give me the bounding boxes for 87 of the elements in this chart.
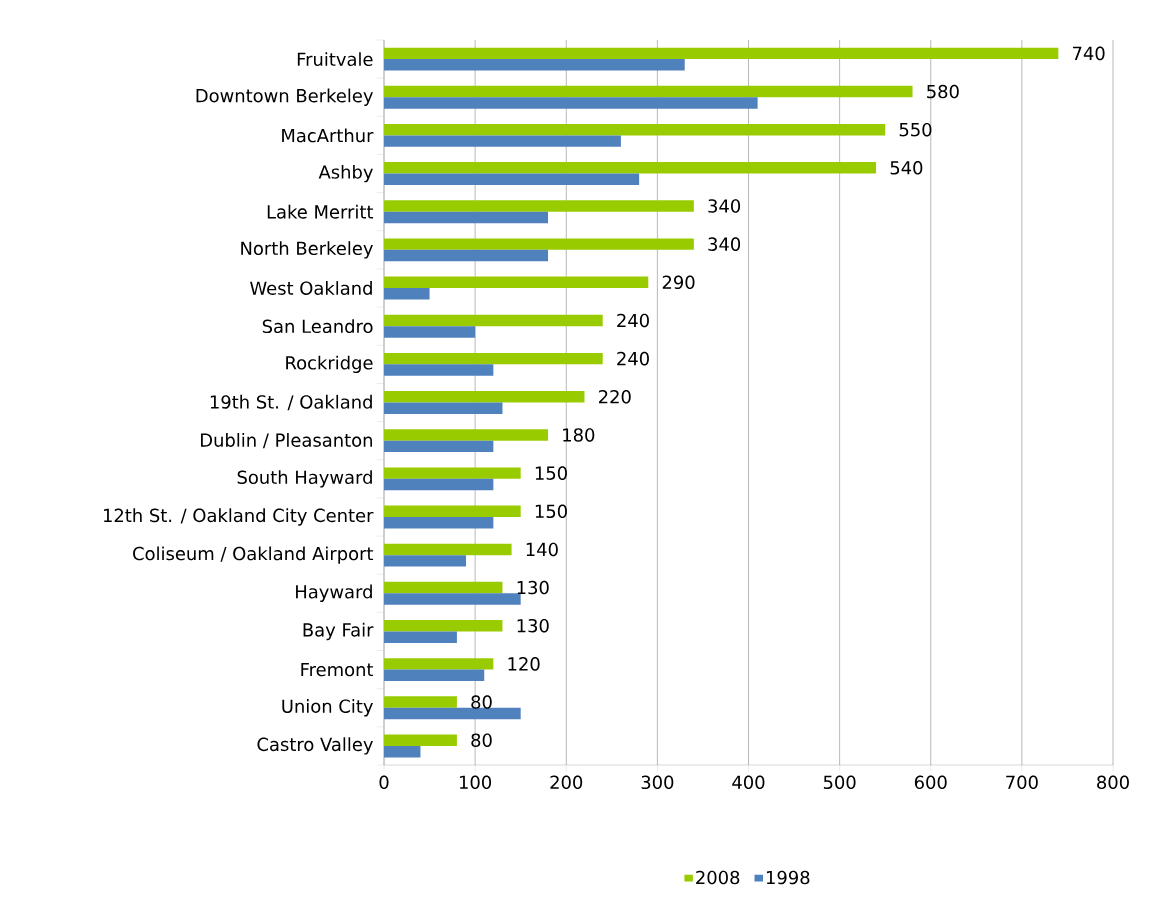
x-tick-label: 400 xyxy=(732,775,765,790)
bar xyxy=(384,276,649,289)
data-label: 240 xyxy=(617,351,649,366)
bar xyxy=(384,173,640,185)
data-label: 180 xyxy=(563,428,595,442)
bar xyxy=(384,429,549,441)
data-label: 150 xyxy=(535,466,567,480)
y-tick-label: North Berkeley xyxy=(241,241,373,259)
bar xyxy=(384,249,549,262)
bar xyxy=(384,593,521,605)
bar xyxy=(384,555,467,567)
legend-label: 2008 xyxy=(696,870,740,885)
x-tick-label: 700 xyxy=(1006,775,1038,790)
bar xyxy=(384,59,685,71)
data-label: 140 xyxy=(526,542,558,557)
bar xyxy=(384,288,430,300)
bar xyxy=(384,631,457,643)
bar xyxy=(384,707,521,720)
bar xyxy=(384,696,457,708)
y-tick-label: Castro Valley xyxy=(257,737,373,755)
bar xyxy=(384,658,494,670)
bar xyxy=(384,238,694,250)
data-label: 290 xyxy=(662,275,695,290)
x-tick-label: 600 xyxy=(914,775,947,790)
bar xyxy=(384,620,503,632)
data-label: 150 xyxy=(535,504,567,519)
bar xyxy=(384,516,494,529)
data-label: 540 xyxy=(890,161,923,175)
y-tick-label: South Hayward xyxy=(237,470,372,488)
bar xyxy=(384,200,694,212)
bar xyxy=(384,211,549,224)
y-tick-label: Downtown Berkeley xyxy=(196,88,373,106)
data-label: 340 xyxy=(708,199,741,213)
bar xyxy=(384,135,621,147)
y-tick-label: San Leandro xyxy=(262,319,373,334)
bar xyxy=(384,352,603,365)
bar xyxy=(384,581,503,594)
data-label: 220 xyxy=(598,390,631,404)
bar xyxy=(384,364,494,376)
bar xyxy=(384,314,603,327)
legend-label: 1998 xyxy=(766,870,810,885)
data-label: 550 xyxy=(899,122,932,137)
y-tick-label: Coliseum / Oakland Airport xyxy=(133,546,374,564)
data-label: 120 xyxy=(508,657,540,671)
x-tick-label: 500 xyxy=(823,775,856,790)
data-label: 340 xyxy=(708,237,741,251)
y-tick-label: 19th St. / Oakland xyxy=(210,394,372,411)
bar xyxy=(384,467,521,479)
bar xyxy=(384,745,421,758)
x-tick-label: 200 xyxy=(550,775,583,790)
data-label: 740 xyxy=(1073,46,1105,61)
bar xyxy=(384,326,476,338)
bar xyxy=(384,440,494,453)
bar xyxy=(384,85,913,98)
bar xyxy=(384,402,503,414)
y-tick-label: Hayward xyxy=(296,584,372,602)
x-tick-label: 0 xyxy=(379,775,389,790)
y-tick-label: Ashby xyxy=(318,164,373,183)
data-label: 80 xyxy=(471,695,492,709)
y-tick-label: 12th St. / Oakland City Center xyxy=(103,508,374,526)
bar xyxy=(384,391,585,403)
bar xyxy=(384,478,494,491)
y-tick-label: Dublin / Pleasanton xyxy=(201,433,372,449)
x-tick-label: 300 xyxy=(641,775,674,790)
y-tick-label: Fruitvale xyxy=(297,52,373,67)
x-tick-label: 800 xyxy=(1097,775,1129,790)
y-tick-label: MacArthur xyxy=(282,128,374,143)
bar xyxy=(384,734,457,746)
bar xyxy=(384,97,758,109)
data-label: 80 xyxy=(471,733,492,747)
bar xyxy=(384,47,1059,60)
y-tick-label: Lake Merritt xyxy=(267,204,374,219)
data-label: 580 xyxy=(927,84,959,99)
bar xyxy=(384,543,512,556)
data-label: 130 xyxy=(517,580,549,595)
x-tick-label: 100 xyxy=(459,775,492,790)
bar xyxy=(384,669,485,682)
data-label: 240 xyxy=(617,313,649,328)
bar xyxy=(384,123,886,136)
y-tick-label: Rockridge xyxy=(286,355,373,374)
data-label: 130 xyxy=(517,618,549,633)
bar xyxy=(384,162,877,174)
y-tick-label: West Oakland xyxy=(250,281,372,295)
bar xyxy=(384,505,521,517)
y-tick-label: Bay Fair xyxy=(303,622,374,641)
y-tick-label: Union City xyxy=(282,699,373,717)
y-tick-label: Fremont xyxy=(301,662,374,677)
